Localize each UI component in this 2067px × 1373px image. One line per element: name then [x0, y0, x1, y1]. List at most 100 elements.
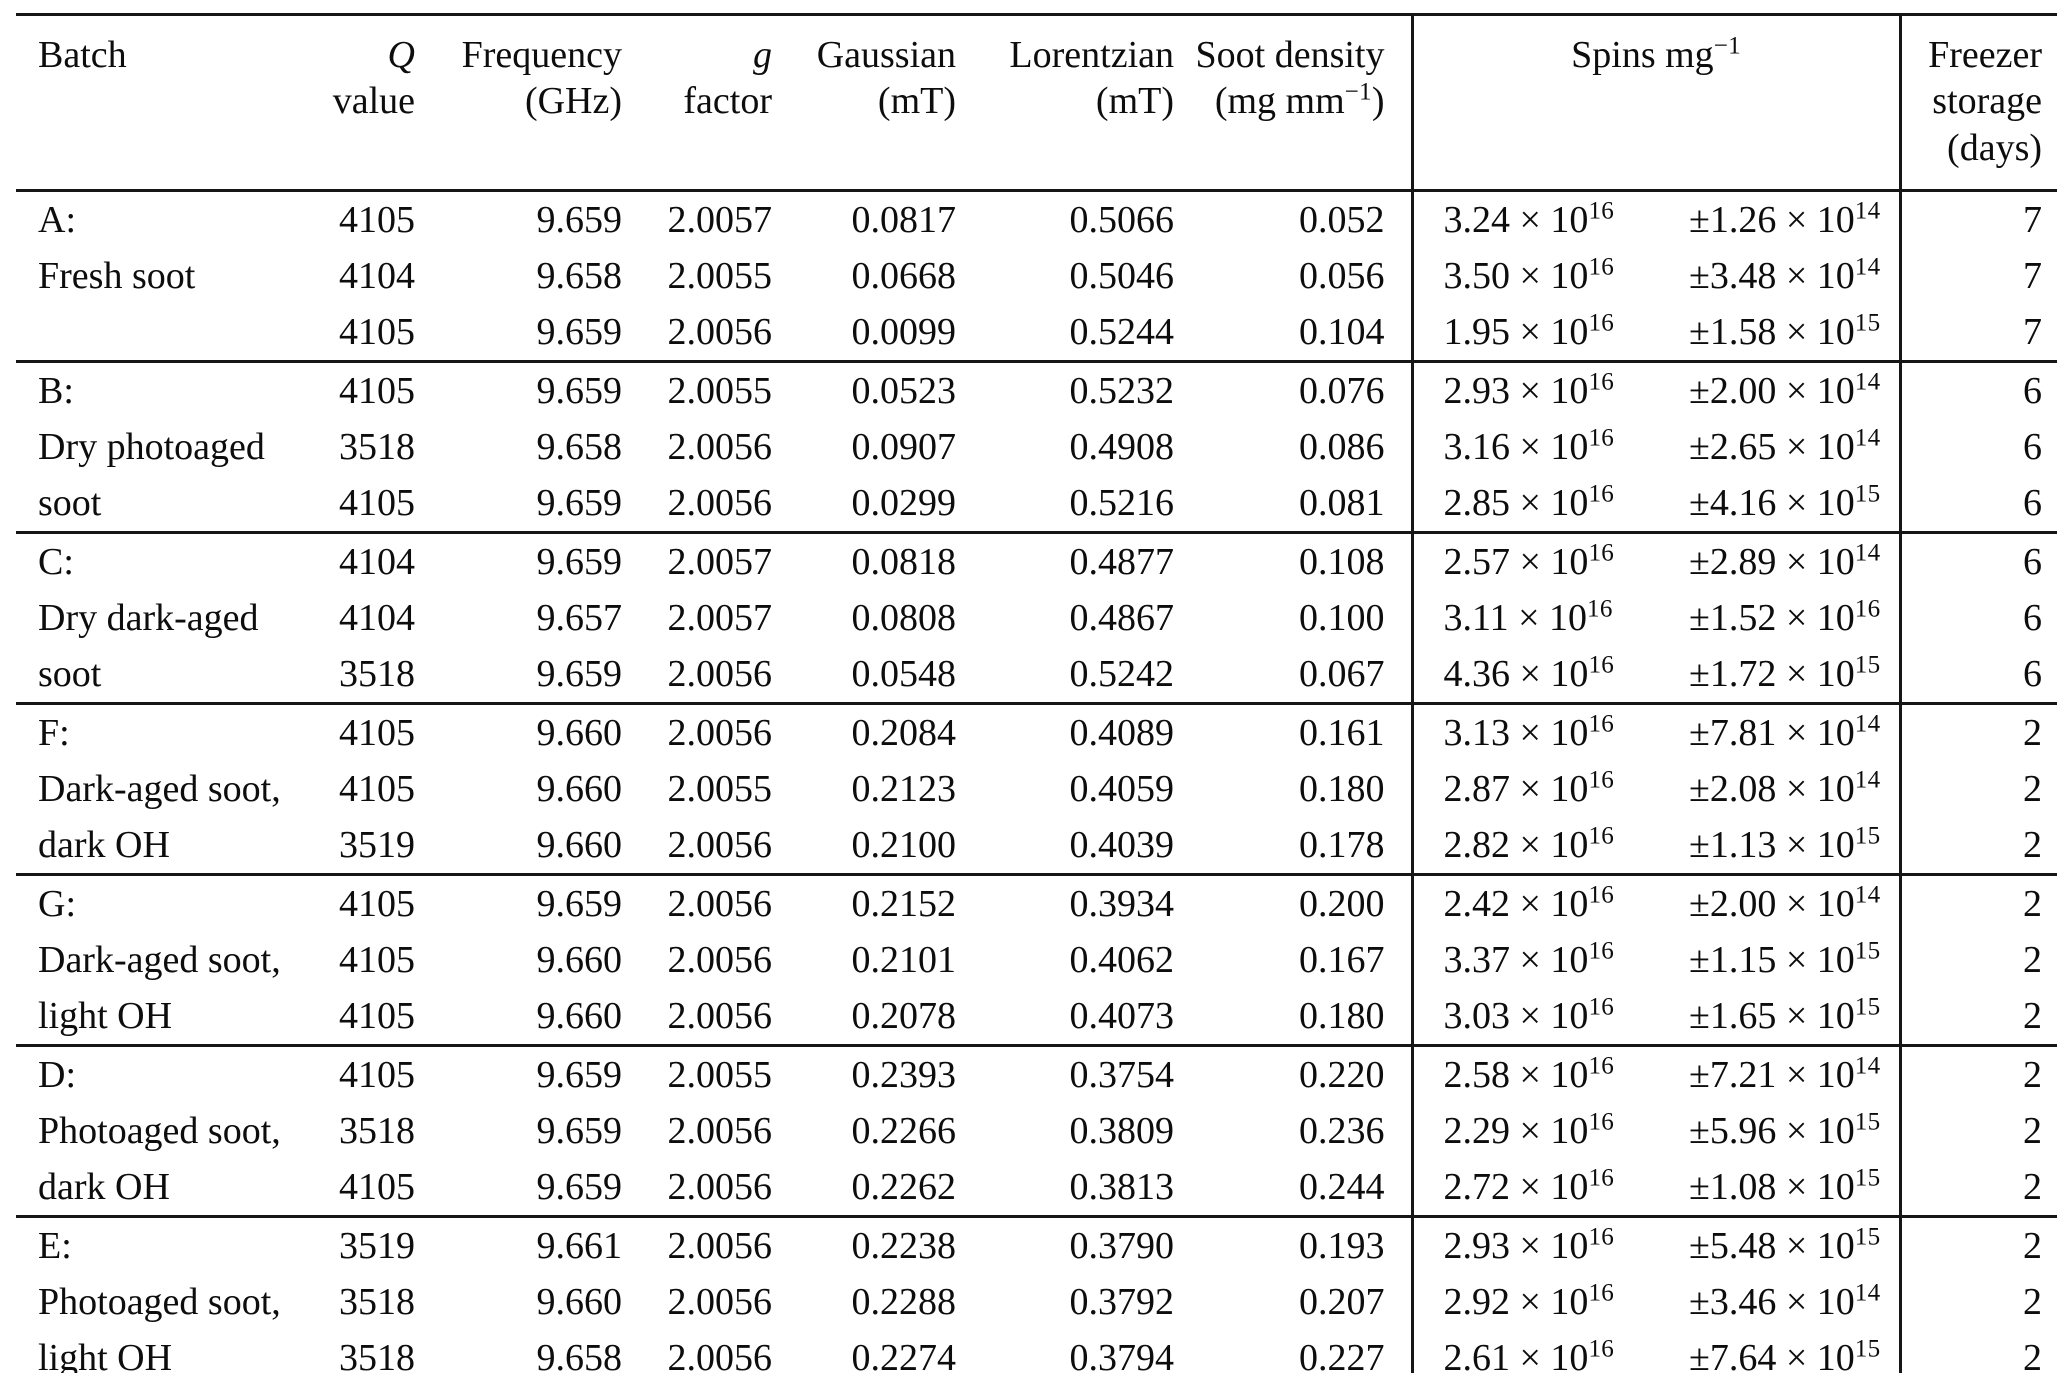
cell-soot-density: 0.227: [1174, 1330, 1414, 1373]
cell-lorentzian: 0.4877: [956, 531, 1174, 591]
cell-soot-density: 0.067: [1174, 646, 1414, 704]
cell-freezer-days: 7: [2023, 255, 2043, 298]
cell-lorentzian: 0.5066: [956, 189, 1174, 249]
table-row: F: 4105 9.660 2.0056 0.2084 0.4089 0.161 3.13 ×…: [16, 702, 2058, 762]
cell-batch-label: F:: [16, 702, 330, 762]
header-label: (mg mm−1): [1214, 78, 1385, 123]
table-row: B: 4105 9.659 2.0055 0.0523 0.5232 0.076 2.93 ×…: [16, 360, 2058, 420]
cell-lorentzian: 0.4089: [956, 702, 1174, 762]
cell-g-factor: 2.0055: [622, 360, 772, 420]
table-row: Dark-aged soot, 4105 9.660 2.0055 0.2123 0.40…: [16, 761, 2057, 818]
cell-q-value: 3518: [339, 1110, 415, 1153]
cell-q-value: 4105: [330, 360, 415, 420]
header-label: factor: [683, 80, 772, 123]
cell-lorentzian: 0.3754: [956, 1044, 1174, 1104]
cell-g-factor: 2.0056: [622, 1215, 772, 1275]
cell-frequency: 9.659: [536, 482, 623, 525]
cell-soot-density: 0.108: [1174, 531, 1414, 591]
cell-q-value: 3518: [339, 426, 415, 469]
cell-spins-error: ±1.65 × 1015: [1674, 988, 1902, 1046]
table-row: Dry dark-aged 4104 9.657 2.0057 0.0808 0.4867…: [16, 590, 2057, 647]
cell-soot-density: 0.161: [1174, 702, 1414, 762]
table-body: A: 4105 9.659 2.0057 0.0817 0.5066 0.052 3.24 ×…: [16, 189, 2058, 1373]
cell-q-value: 4105: [330, 702, 415, 762]
header-label: storage: [1932, 80, 2043, 123]
header-label: (GHz): [524, 80, 622, 123]
cell-gaussian: 0.0099: [851, 311, 957, 354]
cell-spins: 2.58 × 1016: [1412, 1044, 1674, 1104]
cell-freezer-days: 2: [2023, 995, 2043, 1038]
cell-spins-error: ±1.15 × 1015: [1674, 932, 1902, 989]
cell-spins-error: ±7.81 × 1014: [1674, 702, 1902, 762]
cell-spins: 1.95 × 1016: [1443, 309, 1615, 354]
cell-gaussian: 0.2084: [772, 702, 956, 762]
cell-gaussian: 0.0817: [772, 189, 956, 249]
cell-frequency: 9.660: [536, 995, 623, 1038]
cell-batch-label: Dark-aged soot,: [38, 939, 281, 982]
cell-frequency: 9.658: [536, 426, 623, 469]
cell-soot-density: 0.100: [1174, 590, 1414, 647]
table-row: light OH 4105 9.660 2.0056 0.2078 0.4073 0.180…: [16, 988, 2057, 1046]
cell-frequency: 9.660: [536, 939, 623, 982]
table-row: soot 3518 9.659 2.0056 0.0548 0.5242 0.067 4.36…: [16, 646, 2057, 704]
cell-lorentzian: 0.5242: [1069, 653, 1175, 696]
cell-q-value: 4105: [339, 768, 415, 811]
cell-frequency: 9.659: [415, 360, 622, 420]
cell-gaussian: 0.2123: [851, 768, 957, 811]
cell-gaussian: 0.2262: [851, 1166, 957, 1209]
cell-q-value: 4105: [339, 995, 415, 1038]
cell-batch-label: G:: [16, 873, 330, 933]
cell-lorentzian: 0.4908: [1069, 426, 1175, 469]
table-header: Batch Q value Frequency (GHz) g factor G…: [16, 14, 2058, 193]
cell-g-factor: 2.0057: [622, 189, 772, 249]
cell-q-value: 4104: [339, 255, 415, 298]
cell-freezer-days: 2: [2023, 939, 2043, 982]
cell-frequency: 9.660: [536, 768, 623, 811]
cell-gaussian: 0.0523: [772, 360, 956, 420]
cell-spins-error: ±2.08 × 1014: [1674, 761, 1902, 818]
cell-frequency: 9.658: [536, 1337, 623, 1373]
cell-batch-label: A:: [16, 189, 330, 249]
cell-q-value: 4105: [330, 873, 415, 933]
cell-gaussian: 0.2101: [851, 939, 957, 982]
cell-soot-density: 0.236: [1174, 1103, 1414, 1160]
cell-g-factor: 2.0056: [667, 482, 773, 525]
cell-frequency: 9.659: [415, 1044, 622, 1104]
cell-g-factor: 2.0056: [667, 426, 773, 469]
cell-soot-density: 0.056: [1174, 248, 1414, 305]
cell-freezer-days: 2: [2023, 1281, 2043, 1324]
cell-freezer-days: 6: [2023, 597, 2043, 640]
table-row: C: 4104 9.659 2.0057 0.0818 0.4877 0.108 2.57 ×…: [16, 531, 2058, 591]
cell-frequency: 9.659: [536, 311, 623, 354]
col-header-g-factor: g factor: [622, 14, 772, 193]
cell-spins-error: ±2.89 × 1014: [1674, 531, 1902, 591]
cell-lorentzian: 0.3934: [956, 873, 1174, 933]
cell-q-value: 4105: [339, 482, 415, 525]
cell-soot-density: 0.180: [1174, 761, 1414, 818]
cell-spins: 3.11 × 1016: [1443, 595, 1613, 640]
cell-gaussian: 0.2288: [851, 1281, 957, 1324]
cell-g-factor: 2.0056: [667, 1337, 773, 1373]
cell-gaussian: 0.0907: [851, 426, 957, 469]
cell-batch-label: Dry photoaged: [38, 426, 265, 469]
cell-lorentzian: 0.4062: [1069, 939, 1175, 982]
cell-g-factor: 2.0056: [667, 1281, 773, 1324]
cell-soot-density: 0.167: [1174, 932, 1414, 989]
cell-freezer-days: 2: [2023, 824, 2043, 867]
cell-q-value: 4105: [330, 1044, 415, 1104]
cell-q-value: 3518: [339, 653, 415, 696]
cell-q-value: 4105: [339, 939, 415, 982]
header-label: g: [753, 34, 772, 76]
cell-gaussian: 0.2393: [772, 1044, 956, 1104]
cell-batch-label: Photoaged soot,: [38, 1281, 281, 1324]
cell-gaussian: 0.0818: [772, 531, 956, 591]
header-label: value: [332, 80, 415, 123]
cell-freezer-days: 7: [2023, 311, 2043, 354]
cell-spins-error: ±1.52 × 1016: [1674, 590, 1902, 647]
cell-lorentzian: 0.4039: [1069, 824, 1175, 867]
cell-freezer-days: 2: [1900, 702, 2058, 762]
header-label: (days): [1947, 126, 2043, 169]
cell-batch-label: D:: [16, 1044, 330, 1104]
cell-lorentzian: 0.3813: [1069, 1166, 1175, 1209]
cell-batch-label: Fresh soot: [38, 255, 196, 298]
